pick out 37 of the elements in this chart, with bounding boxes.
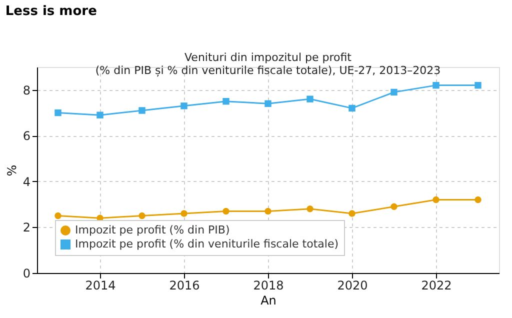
point bbox=[264, 100, 272, 107]
y-tick-label: 2 bbox=[22, 220, 30, 235]
point bbox=[180, 210, 188, 217]
point bbox=[432, 82, 440, 89]
x-axis-title: An bbox=[260, 294, 276, 308]
x-tick-label: 2018 bbox=[253, 278, 284, 292]
point bbox=[138, 107, 146, 114]
point bbox=[180, 102, 188, 110]
chart-title: Less is more bbox=[5, 4, 98, 19]
point bbox=[264, 208, 272, 215]
point bbox=[138, 212, 146, 220]
point bbox=[348, 104, 356, 112]
point bbox=[306, 206, 314, 212]
point bbox=[390, 203, 398, 210]
y-tick-label: 0 bbox=[22, 266, 30, 280]
chart-subtitle: Venituri din impozitul pe profit (% din PIB și % din veniturile fiscale totale), UE-27, 2013–2023 bbox=[95, 51, 441, 77]
y-axis-title: % bbox=[4, 164, 19, 176]
x-tick-label: 2022 bbox=[421, 278, 452, 292]
point bbox=[474, 82, 482, 89]
point bbox=[54, 212, 62, 220]
legend-label: Impozit pe profit (% din PIB) bbox=[75, 224, 230, 236]
x-tick-label: 2016 bbox=[169, 278, 200, 292]
x-tick-label: 2020 bbox=[337, 278, 368, 292]
point bbox=[306, 96, 314, 102]
point bbox=[432, 196, 440, 204]
x-tick-label: 2014 bbox=[85, 278, 116, 292]
point bbox=[222, 208, 230, 215]
y-tick-label: 6 bbox=[22, 129, 30, 144]
point bbox=[54, 109, 62, 116]
y-tick-label: 4 bbox=[22, 174, 30, 189]
point bbox=[474, 196, 482, 204]
point bbox=[96, 112, 104, 118]
point bbox=[390, 88, 398, 96]
y-tick-label: 8 bbox=[22, 83, 30, 98]
point bbox=[222, 98, 230, 105]
point bbox=[348, 210, 356, 217]
legend-label: Impozit pe profit (% din veniturile fiscale totale) bbox=[75, 238, 339, 250]
